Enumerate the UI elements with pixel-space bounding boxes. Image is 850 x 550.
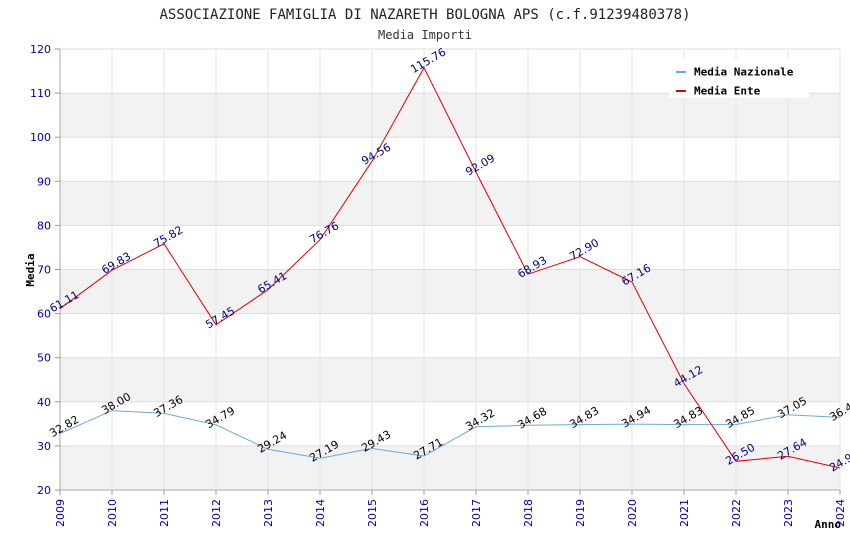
- plot-band: [60, 445, 840, 490]
- x-tick-label: 2021: [678, 499, 691, 527]
- x-tick-label: 2018: [522, 499, 535, 527]
- x-tick-label: 2016: [418, 499, 431, 527]
- x-axis-ticks: 2009 2010 2011 2012 2013 2014 2015 2016 2017 2018…: [54, 490, 847, 527]
- x-tick-label: 2009: [54, 499, 67, 527]
- x-tick-label: 2024: [834, 499, 847, 527]
- series-line-1: [59, 66, 841, 469]
- plot-band: [60, 357, 840, 402]
- plot-band: [60, 225, 840, 270]
- series-lines: [59, 66, 841, 469]
- y-tick-label: 20: [37, 484, 51, 497]
- plot-band: [60, 313, 840, 358]
- y-tick-label: 50: [37, 352, 51, 365]
- plot-band: [60, 269, 840, 314]
- legend-label-1: Media Ente: [694, 85, 761, 98]
- chart-subtitle: Media Importi: [378, 28, 472, 42]
- plot-background: [60, 49, 840, 490]
- x-tick-label: 2023: [782, 499, 795, 527]
- plot-band: [60, 181, 840, 226]
- y-tick-label: 60: [37, 308, 51, 321]
- x-tick-label: 2012: [210, 499, 223, 527]
- y-tick-label: 80: [37, 219, 51, 232]
- x-tick-label: 2020: [626, 499, 639, 527]
- plot-band: [60, 93, 840, 138]
- x-tick-label: 2022: [730, 499, 743, 527]
- x-tick-label: 2013: [262, 499, 275, 527]
- y-axis-title: Media: [24, 253, 37, 286]
- y-tick-label: 70: [37, 264, 51, 277]
- plot-band: [60, 137, 840, 182]
- legend: Media Nazionale Media Ente: [669, 60, 809, 98]
- y-tick-label: 30: [37, 440, 51, 453]
- y-tick-label: 90: [37, 175, 51, 188]
- legend-box: [669, 60, 809, 98]
- x-tick-label: 2011: [158, 499, 171, 527]
- chart-title: ASSOCIAZIONE FAMIGLIA DI NAZARETH BOLOGN…: [159, 7, 690, 23]
- x-tick-label: 2010: [106, 499, 119, 527]
- y-tick-label: 120: [30, 43, 51, 56]
- y-tick-label: 110: [30, 87, 51, 100]
- y-tick-label: 100: [30, 131, 51, 144]
- x-tick-label: 2014: [314, 499, 327, 527]
- legend-label-0: Media Nazionale: [694, 66, 794, 79]
- x-tick-label: 2017: [470, 499, 483, 527]
- y-axis-ticks: 20 30 40 50 60 70 80 90 100 110 120: [30, 43, 60, 497]
- x-axis-title: Anno: [815, 518, 842, 531]
- plot-band: [60, 401, 840, 446]
- x-tick-label: 2019: [574, 499, 587, 527]
- x-tick-label: 2015: [366, 499, 379, 527]
- y-tick-label: 40: [37, 396, 51, 409]
- series-line-0: [59, 410, 841, 459]
